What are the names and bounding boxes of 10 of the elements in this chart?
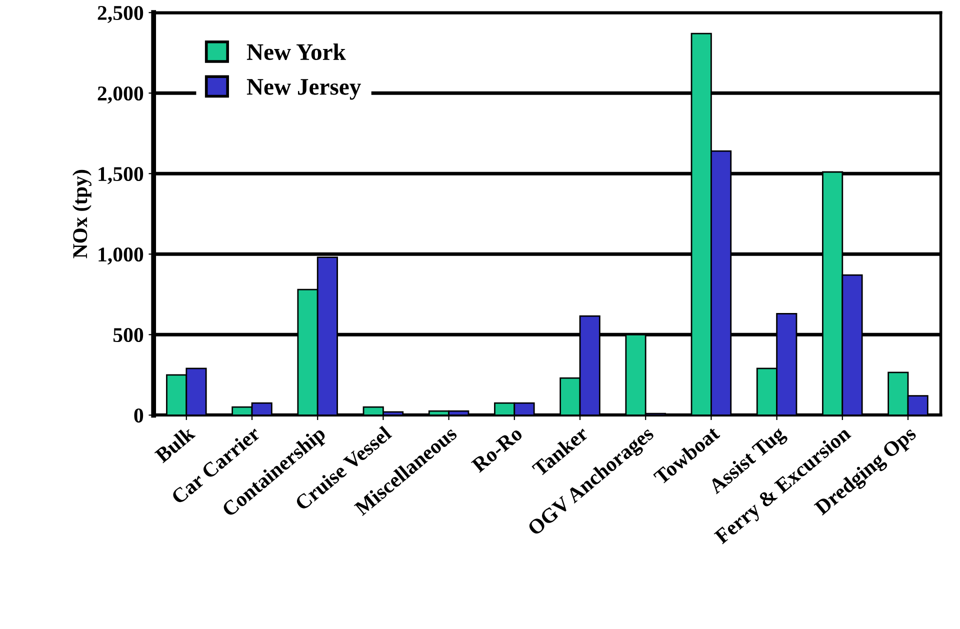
- y-tick-label: 2,500: [98, 6, 144, 24]
- legend-label: New Jersey: [246, 79, 361, 100]
- x-tick-label: Bulk: [154, 424, 196, 464]
- y-tick-label: 500: [113, 328, 144, 342]
- y-tick-label: 2,000: [98, 86, 144, 104]
- y-tick-label: 1,500: [98, 166, 144, 184]
- legend-label: New York: [246, 43, 346, 60]
- y-tick-label: 0: [134, 408, 144, 423]
- y-tick-label: 1,000: [98, 247, 144, 265]
- y-axis-title: NOx (tpy): [72, 170, 92, 258]
